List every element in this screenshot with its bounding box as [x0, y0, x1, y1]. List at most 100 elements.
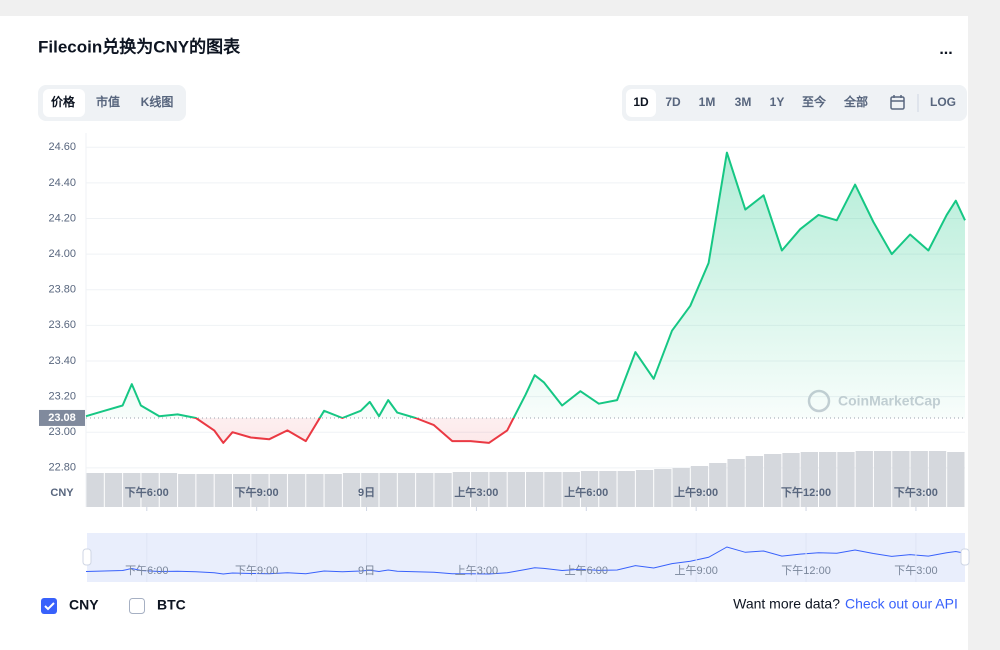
navigator-line: [85, 546, 966, 575]
navigator-tick-label: 下午12:00: [781, 564, 831, 577]
volume-bar: [727, 459, 745, 507]
y-tick-label: 24.00: [48, 248, 76, 260]
volume-bar: [526, 472, 544, 507]
legend-label: CNY: [69, 597, 99, 613]
volume-bar: [452, 472, 471, 507]
volume-bar: [709, 463, 727, 507]
volume-bar: [141, 473, 159, 507]
y-tick-label: 24.40: [48, 177, 76, 189]
volume-bar: [324, 474, 342, 507]
x-axis-label: CNY: [50, 487, 74, 499]
volume-bar: [178, 474, 196, 507]
volume-bar: [837, 452, 855, 507]
volume-bar: [269, 474, 287, 507]
volume-bar: [654, 469, 672, 507]
checkbox-checked[interactable]: [41, 598, 57, 614]
active-tab: [43, 89, 85, 117]
navigator-tick-label: 下午3:00: [894, 564, 937, 577]
volume-bar: [764, 454, 782, 507]
x-tick-label: 下午6:00: [125, 485, 169, 499]
api-link[interactable]: Check out our API: [845, 596, 958, 612]
navigator-tick-label: 下午9:00: [235, 564, 278, 577]
range-button[interactable]: 1M: [699, 95, 716, 109]
navigator-tick-label: 上午6:00: [565, 564, 608, 577]
y-tick-label: 23.80: [48, 284, 76, 296]
y-tick-label: 23.40: [48, 355, 76, 367]
range-button[interactable]: 7D: [665, 95, 681, 109]
volume-bar: [947, 452, 965, 507]
x-tick-label: 下午12:00: [781, 485, 831, 499]
volume-bar: [599, 471, 617, 507]
calendar-button[interactable]: [890, 95, 905, 110]
price-tag: [39, 409, 85, 426]
menu-button[interactable]: ...: [939, 41, 952, 58]
volume-bar: [434, 473, 452, 507]
volume-bar: [819, 452, 837, 507]
volume-bar: [672, 468, 690, 507]
volume-bar: [416, 473, 434, 507]
navigator: [87, 533, 965, 582]
volume-bar: [562, 472, 580, 507]
volume-bar: [507, 472, 525, 507]
volume-bar: [233, 474, 251, 507]
tab[interactable]: 价格: [51, 94, 76, 109]
range-button[interactable]: 全部: [843, 94, 868, 109]
volume-bar: [580, 471, 599, 507]
range-button[interactable]: 1Y: [770, 95, 785, 109]
volume-bar: [690, 466, 709, 507]
y-tick-label: 24.20: [48, 212, 76, 224]
volume-bar: [342, 473, 361, 507]
check-icon: [44, 602, 55, 611]
volume-bar: [159, 473, 178, 507]
volume-bar: [287, 474, 306, 507]
active-range: [626, 89, 656, 117]
navigator-tick-label: 上午3:00: [455, 564, 498, 577]
price-area: [86, 152, 965, 443]
legend-label: BTC: [157, 597, 186, 613]
volume-bar: [892, 451, 910, 507]
y-tick-label: 24.60: [48, 141, 76, 153]
volume-bar: [544, 472, 562, 507]
navigator-tick-label: 9日: [358, 565, 375, 577]
x-tick-label: 上午3:00: [454, 485, 498, 499]
volume-bar: [471, 472, 489, 507]
range-button[interactable]: 至今: [802, 94, 827, 109]
volume-bar: [617, 471, 635, 507]
volume-bar: [104, 473, 123, 507]
volume-bar: [379, 473, 397, 507]
navigator-handle[interactable]: [960, 548, 970, 566]
y-tick-label: 23.60: [48, 319, 76, 331]
volume-bar: [361, 473, 379, 507]
log-button[interactable]: LOG: [930, 95, 956, 109]
volume-bar: [86, 473, 104, 507]
x-tick-label: 上午6:00: [564, 485, 608, 499]
x-tick-label: 下午9:00: [235, 485, 279, 499]
tab[interactable]: K线图: [141, 94, 174, 109]
range-button[interactable]: 1D: [633, 95, 649, 109]
chart-title: Filecoin兑换为CNY的图表: [38, 36, 241, 56]
volume-bar: [635, 470, 654, 507]
tab[interactable]: 市值: [96, 94, 120, 109]
volume-bar: [910, 451, 928, 507]
volume-bar: [397, 473, 416, 507]
x-tick-label: 9日: [358, 486, 375, 499]
volume-bar: [306, 474, 324, 507]
checkbox[interactable]: [129, 598, 145, 614]
navigator-tick-label: 下午6:00: [125, 564, 168, 577]
y-tick-label: 22.80: [48, 462, 76, 474]
volume-bar: [489, 472, 507, 507]
x-tick-label: 上午9:00: [674, 485, 718, 499]
volume-bar: [782, 453, 800, 507]
y-tick-label: 23.20: [48, 390, 76, 402]
volume-bar: [123, 473, 141, 507]
volume-bar: [745, 456, 764, 507]
navigator-tick-label: 上午9:00: [674, 564, 717, 577]
navigator-handle[interactable]: [82, 548, 92, 566]
price-line: [85, 151, 966, 444]
price-tag-label: 23.08: [48, 412, 76, 424]
volume-bar: [855, 451, 873, 507]
volume-bar: [928, 451, 947, 507]
volume-bar: [214, 474, 232, 507]
range-button[interactable]: 3M: [735, 95, 752, 109]
